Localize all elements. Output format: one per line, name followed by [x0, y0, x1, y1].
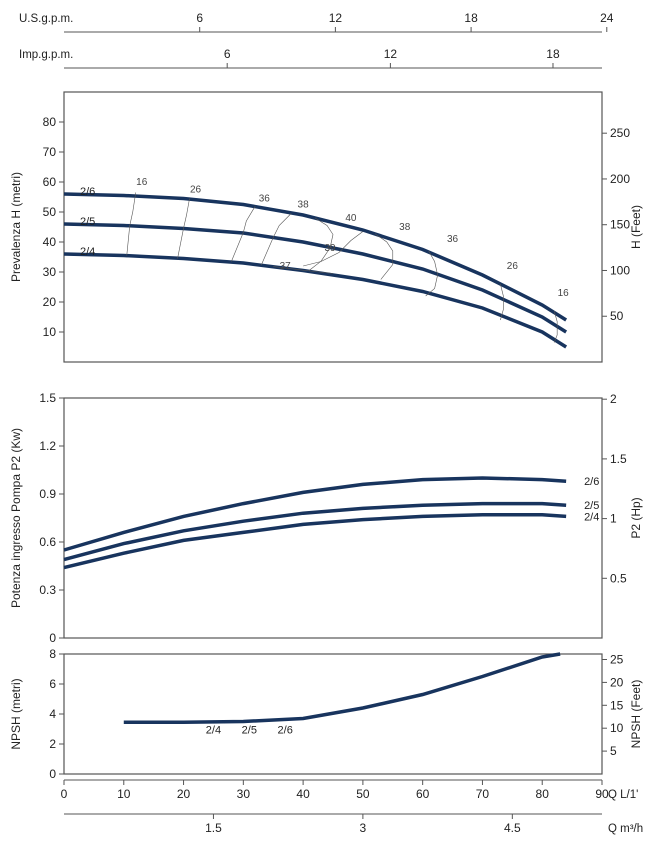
panel-h-ylabel-right: H (Feet) — [629, 205, 643, 249]
panel-npsh-ytick-right: 20 — [610, 675, 624, 689]
iso-label: 26 — [507, 261, 519, 272]
iso-label: 37 — [280, 261, 292, 272]
panel-npsh-curve-0 — [124, 654, 560, 722]
panel-p2-ytick-right: 0.5 — [610, 571, 627, 585]
panel-p2-curve-label: 2/6 — [584, 476, 599, 488]
bottom-scale-tick: 4.5 — [504, 821, 521, 835]
panel-npsh-label: 2/5 — [242, 725, 257, 737]
panel-p2-frame — [64, 398, 602, 638]
panel-npsh-ytick-right: 25 — [610, 652, 624, 666]
panel-h-curve-label: 2/4 — [80, 246, 95, 258]
panel-h-ytick-left: 10 — [43, 325, 57, 339]
top-scale-tick: 6 — [224, 47, 231, 61]
panel-npsh-ylabel-left: NPSH (metri) — [9, 678, 23, 749]
panel-p2-curve-label: 2/5 — [584, 500, 599, 512]
bottom-scale-tick: 50 — [356, 787, 370, 801]
panel-p2-ylabel-left: Potenza ingresso Pompa P2 (Kw) — [9, 428, 23, 608]
panel-p2-curve-label: 2/4 — [584, 511, 599, 523]
panel-npsh-ytick-left: 8 — [49, 647, 56, 661]
iso-label: 36 — [259, 194, 271, 205]
panel-npsh-ytick-left: 4 — [49, 707, 56, 721]
iso-label: 39 — [324, 243, 336, 254]
bottom-scale-tick: 1.5 — [205, 821, 222, 835]
panel-npsh-label: 2/4 — [206, 725, 221, 737]
panel-p2-ytick-left: 0.9 — [39, 487, 56, 501]
bottom-scale-tick: 40 — [296, 787, 310, 801]
panel-npsh-ytick-right: 5 — [610, 744, 617, 758]
iso-label: 38 — [298, 200, 310, 211]
panel-p2-ytick-left: 1.2 — [39, 439, 56, 453]
panel-p2-ylabel-right: P2 (Hp) — [629, 497, 643, 538]
panel-h-ytick-left: 30 — [43, 265, 57, 279]
panel-h-curve-label: 2/5 — [80, 216, 95, 228]
panel-npsh-ytick-left: 0 — [49, 767, 56, 781]
panel-p2-ytick-right: 1.5 — [610, 452, 627, 466]
panel-h-ytick-left: 80 — [43, 115, 57, 129]
top-scale-tick: 18 — [546, 47, 560, 61]
iso-label: 36 — [447, 234, 459, 245]
panel-h-ytick-right: 100 — [610, 263, 630, 277]
iso-label: 16 — [136, 177, 148, 188]
bottom-scale-tick: 60 — [416, 787, 430, 801]
top-scale-tick: 18 — [464, 11, 478, 25]
top-scale-tick: 24 — [600, 11, 614, 25]
panel-h-ytick-right: 50 — [610, 309, 624, 323]
panel-npsh-ytick-right: 15 — [610, 698, 624, 712]
panel-p2-ytick-right: 2 — [610, 392, 617, 406]
panel-h-ytick-left: 20 — [43, 295, 57, 309]
bottom-scale-tick: 70 — [476, 787, 490, 801]
panel-p2-ytick-left: 0.6 — [39, 535, 56, 549]
panel-h-ytick-left: 70 — [43, 145, 57, 159]
panel-p2-ytick-left: 1.5 — [39, 391, 56, 405]
iso-label: 16 — [558, 288, 570, 299]
panel-npsh-ytick-right: 10 — [610, 721, 624, 735]
panel-h-ytick-right: 150 — [610, 218, 630, 232]
top-scale-tick: 6 — [196, 11, 203, 25]
bottom-scale-tick: 0 — [61, 787, 68, 801]
panel-h-curve-label: 2/6 — [80, 186, 95, 198]
panel-p2-ytick-left: 0 — [49, 631, 56, 645]
top-scale-tick: 12 — [329, 11, 343, 25]
panel-npsh-label: 2/6 — [278, 725, 293, 737]
top-scale-tick: 12 — [384, 47, 398, 61]
panel-h-ytick-right: 200 — [610, 172, 630, 186]
bottom-scale-tick: 30 — [237, 787, 251, 801]
top-scale-title: U.S.g.p.m. — [19, 13, 73, 25]
bottom-scale-tick: 90 — [595, 787, 609, 801]
bottom-scale-title: Q L/1' — [608, 789, 638, 801]
bottom-scale-tick: 3 — [360, 821, 367, 835]
iso-label: 26 — [190, 185, 202, 196]
iso-label: 38 — [399, 222, 411, 233]
panel-npsh-ytick-left: 2 — [49, 737, 56, 751]
iso-label: 40 — [345, 213, 357, 224]
panel-h-ytick-left: 60 — [43, 175, 57, 189]
panel-p2-ytick-left: 0.3 — [39, 583, 56, 597]
panel-h-ytick-right: 250 — [610, 126, 630, 140]
panel-h-ylabel-left: Prevalenza H (metri) — [9, 172, 23, 282]
panel-npsh-ytick-left: 6 — [49, 677, 56, 691]
bottom-scale-title: Q m³/h — [608, 823, 643, 835]
bottom-scale-tick: 20 — [177, 787, 191, 801]
panel-p2-ytick-right: 1 — [610, 512, 617, 526]
bottom-scale-tick: 80 — [536, 787, 550, 801]
panel-npsh-ylabel-right: NPSH (Feet) — [629, 680, 643, 749]
top-scale-title: Imp.g.p.m. — [19, 49, 73, 61]
bottom-scale-tick: 10 — [117, 787, 131, 801]
panel-h-curve-2/4 — [64, 254, 566, 347]
panel-h-ytick-left: 40 — [43, 235, 57, 249]
pump-curve-chart: U.S.g.p.m.6121824Imp.g.p.m.6121810203040… — [0, 0, 650, 843]
panel-h-ytick-left: 50 — [43, 205, 57, 219]
